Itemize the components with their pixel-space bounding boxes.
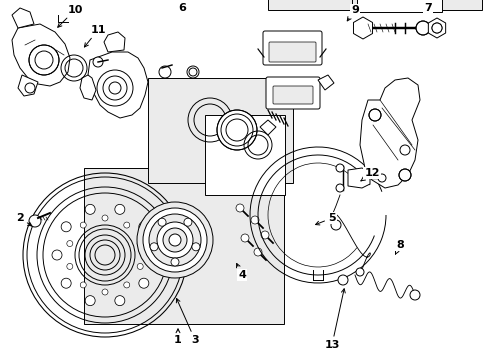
Text: 13: 13: [324, 289, 345, 350]
Circle shape: [35, 51, 53, 69]
Polygon shape: [317, 75, 333, 90]
Circle shape: [139, 278, 148, 288]
Circle shape: [398, 169, 410, 181]
Circle shape: [335, 164, 343, 172]
Circle shape: [102, 215, 108, 221]
Circle shape: [409, 290, 419, 300]
Polygon shape: [260, 120, 275, 135]
Circle shape: [217, 110, 257, 150]
Circle shape: [189, 68, 197, 76]
Circle shape: [109, 82, 121, 94]
Circle shape: [335, 184, 343, 192]
Bar: [356, 0, 441, 12]
Circle shape: [330, 220, 340, 230]
Circle shape: [377, 174, 385, 182]
Circle shape: [61, 222, 71, 232]
Circle shape: [158, 218, 166, 226]
Polygon shape: [353, 17, 372, 39]
Polygon shape: [18, 75, 38, 96]
Circle shape: [250, 216, 259, 224]
Polygon shape: [104, 32, 125, 52]
Bar: [148, 78, 292, 183]
Circle shape: [431, 23, 441, 33]
Circle shape: [169, 234, 181, 246]
Circle shape: [191, 243, 200, 251]
Text: 12: 12: [360, 168, 379, 181]
Circle shape: [355, 268, 363, 276]
Circle shape: [67, 240, 73, 247]
Text: 7: 7: [423, 3, 431, 13]
Polygon shape: [347, 168, 369, 188]
Text: 10: 10: [58, 5, 82, 27]
FancyBboxPatch shape: [263, 31, 321, 65]
Polygon shape: [359, 78, 419, 188]
FancyBboxPatch shape: [272, 86, 312, 104]
Text: 8: 8: [395, 240, 403, 254]
Polygon shape: [12, 24, 70, 86]
Circle shape: [157, 222, 193, 258]
Circle shape: [137, 202, 213, 278]
Text: 4: 4: [236, 264, 245, 280]
Polygon shape: [427, 18, 445, 38]
Text: 9: 9: [346, 5, 358, 21]
Circle shape: [163, 228, 186, 252]
Circle shape: [115, 296, 124, 306]
Circle shape: [399, 145, 409, 155]
Circle shape: [137, 240, 143, 247]
Circle shape: [80, 222, 86, 228]
Circle shape: [368, 109, 380, 121]
Circle shape: [261, 231, 268, 239]
Circle shape: [29, 215, 41, 227]
Circle shape: [159, 66, 171, 78]
Circle shape: [115, 204, 124, 214]
Circle shape: [61, 278, 71, 288]
Circle shape: [123, 282, 129, 288]
Circle shape: [123, 222, 129, 228]
Circle shape: [148, 250, 158, 260]
Bar: [267, 0, 379, 10]
Bar: [351, 0, 481, 10]
Circle shape: [97, 70, 133, 106]
Circle shape: [137, 264, 143, 269]
Circle shape: [25, 83, 35, 93]
FancyBboxPatch shape: [265, 77, 319, 109]
Circle shape: [103, 76, 127, 100]
Circle shape: [52, 250, 62, 260]
Circle shape: [29, 45, 59, 75]
Polygon shape: [80, 75, 96, 100]
Circle shape: [253, 248, 262, 256]
FancyBboxPatch shape: [268, 42, 315, 62]
Circle shape: [85, 204, 95, 214]
Circle shape: [171, 258, 179, 266]
Circle shape: [93, 57, 103, 67]
Text: 1: 1: [174, 329, 182, 345]
Circle shape: [150, 243, 158, 251]
Circle shape: [241, 234, 248, 242]
Polygon shape: [88, 52, 148, 118]
Polygon shape: [12, 8, 34, 28]
Circle shape: [183, 218, 191, 226]
Text: 6: 6: [178, 3, 185, 13]
Bar: [204, 115, 285, 195]
Bar: [84, 168, 284, 324]
Circle shape: [149, 214, 201, 266]
Circle shape: [142, 208, 206, 272]
Circle shape: [85, 296, 95, 306]
Text: 5: 5: [315, 213, 335, 225]
Text: 2: 2: [16, 213, 32, 226]
Text: 3: 3: [176, 298, 199, 345]
Circle shape: [236, 204, 244, 212]
Circle shape: [139, 222, 148, 232]
Circle shape: [102, 289, 108, 295]
Text: 11: 11: [84, 25, 105, 47]
Circle shape: [337, 275, 347, 285]
Circle shape: [80, 282, 86, 288]
Circle shape: [67, 264, 73, 269]
Circle shape: [415, 21, 429, 35]
